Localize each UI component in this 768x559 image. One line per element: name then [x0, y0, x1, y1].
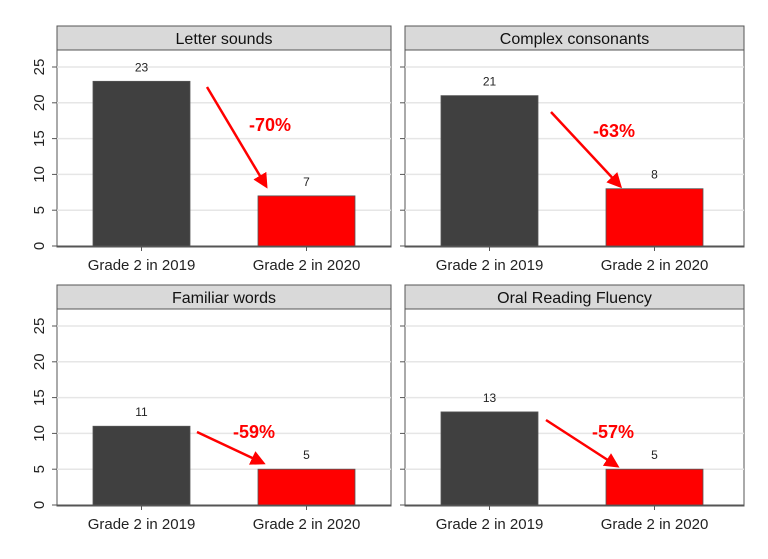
y-tick-label: 25 [31, 318, 48, 335]
y-tick-label: 10 [31, 425, 48, 442]
bar-data-label: 7 [303, 175, 310, 189]
panel-title-bar [404, 25, 745, 51]
x-tick-label: Grade 2 in 2019 [436, 516, 544, 533]
bar [605, 188, 704, 247]
y-tick-label: 0 [31, 501, 48, 509]
y-tick-label: 15 [31, 389, 48, 406]
bar-data-label: 21 [483, 75, 497, 89]
panel-title: Letter sounds [176, 31, 273, 48]
bar-data-label: 8 [651, 168, 658, 182]
x-tick-label: Grade 2 in 2020 [253, 516, 361, 533]
x-tick-label: Grade 2 in 2019 [88, 516, 196, 533]
bar [257, 195, 356, 247]
bar [257, 468, 356, 506]
bar-data-label: 11 [135, 405, 148, 419]
y-tick-label: 10 [31, 166, 48, 183]
y-tick-label: 5 [31, 465, 48, 473]
x-tick-label: Grade 2 in 2019 [88, 257, 196, 274]
percent-change-label: -63% [593, 121, 635, 141]
bar-data-label: 23 [135, 60, 149, 74]
y-tick-label: 15 [31, 130, 48, 147]
y-tick-label: 0 [31, 242, 48, 250]
y-tick-label: 20 [31, 353, 48, 370]
panel-title-bar [56, 284, 392, 310]
bar-data-label: 13 [483, 391, 497, 405]
bar [92, 425, 191, 506]
change-arrow [196, 430, 266, 465]
x-tick-label: Grade 2 in 2020 [601, 516, 709, 533]
change-arrow [545, 418, 620, 468]
bar [440, 411, 539, 506]
percent-change-label: -57% [592, 422, 634, 442]
x-tick-label: Grade 2 in 2019 [436, 257, 544, 274]
change-arrow [550, 111, 623, 189]
x-tick-label: Grade 2 in 2020 [253, 257, 361, 274]
bar [605, 468, 704, 506]
x-tick-label: Grade 2 in 2020 [601, 257, 709, 274]
bar-data-label: 5 [651, 448, 658, 462]
panel-title-bar [404, 284, 745, 310]
panel-title-bar [56, 25, 392, 51]
change-arrow [205, 86, 268, 189]
bar-data-label: 5 [303, 448, 310, 462]
panel-title: Complex consonants [500, 31, 649, 48]
y-tick-label: 25 [31, 59, 48, 76]
bar [440, 95, 539, 247]
bar [92, 80, 191, 247]
y-tick-label: 5 [31, 206, 48, 214]
panel-title: Oral Reading Fluency [497, 290, 652, 307]
panel-title: Familiar words [172, 290, 276, 307]
y-tick-label: 20 [31, 94, 48, 111]
percent-change-label: -59% [233, 422, 275, 442]
percent-change-label: -70% [249, 115, 291, 135]
